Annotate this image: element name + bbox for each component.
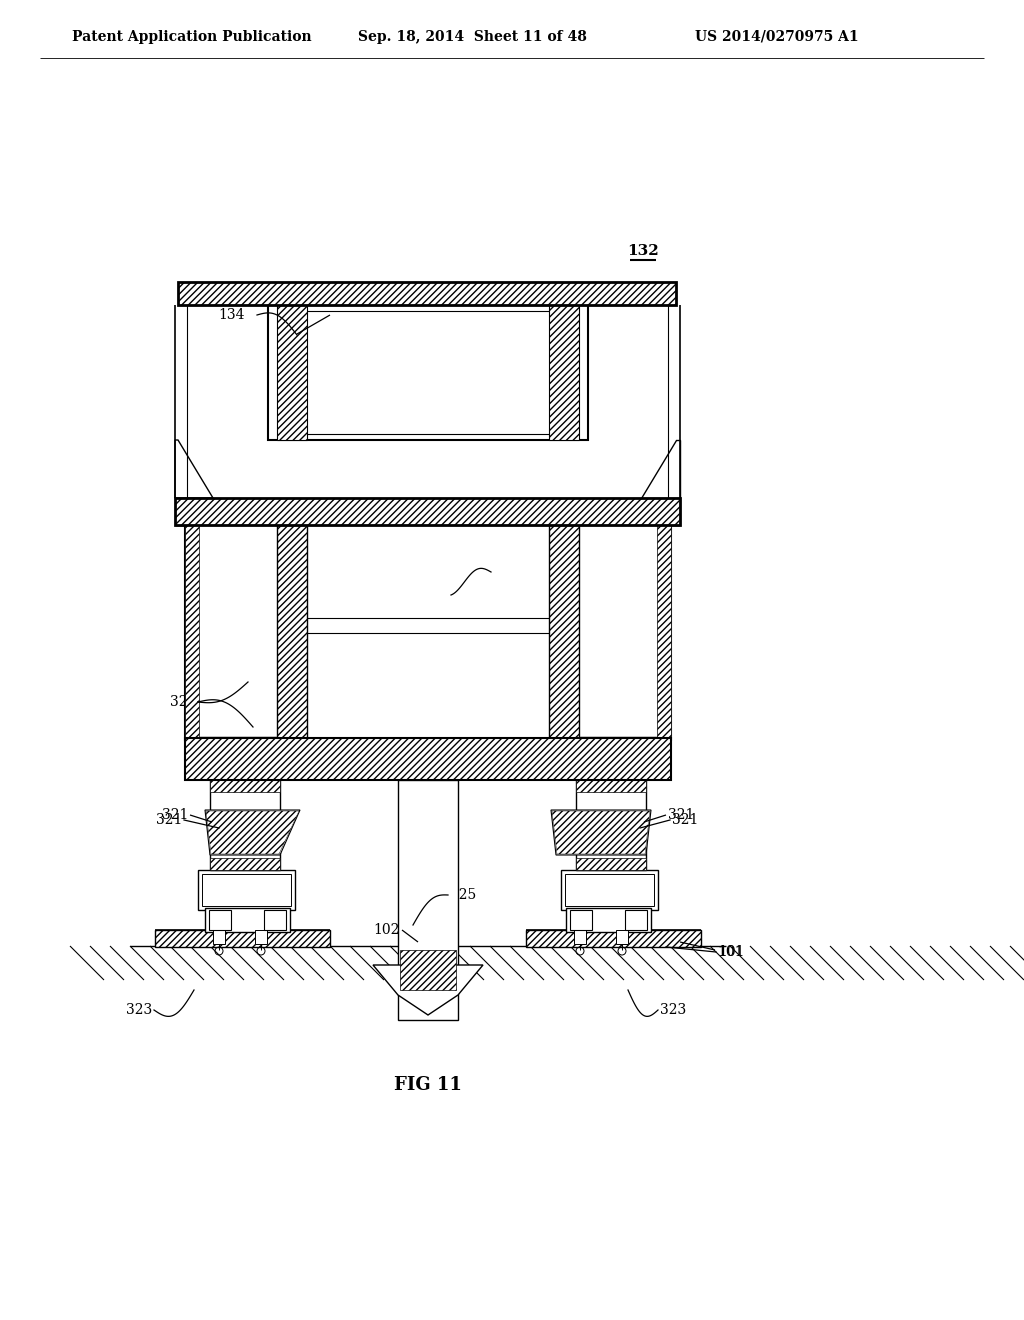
Polygon shape <box>552 810 650 854</box>
Bar <box>198 870 295 909</box>
Text: US 2014/0270975 A1: US 2014/0270975 A1 <box>695 30 859 44</box>
Text: 101: 101 <box>717 945 743 960</box>
Text: 325: 325 <box>450 888 476 902</box>
Polygon shape <box>205 810 300 855</box>
Text: 102: 102 <box>374 923 400 937</box>
Bar <box>526 931 701 946</box>
Text: 325: 325 <box>170 696 196 709</box>
Bar <box>255 931 267 944</box>
Bar <box>400 950 456 990</box>
Bar <box>210 858 280 870</box>
Text: 134: 134 <box>218 308 245 322</box>
Polygon shape <box>186 737 286 741</box>
Bar <box>278 312 578 434</box>
Bar <box>616 931 628 944</box>
Polygon shape <box>570 737 670 741</box>
Bar <box>575 780 646 870</box>
Text: 321: 321 <box>162 808 188 822</box>
Bar <box>213 931 225 944</box>
Polygon shape <box>185 738 287 741</box>
Bar <box>205 908 290 932</box>
Polygon shape <box>551 810 651 855</box>
Bar <box>278 305 307 440</box>
Bar <box>575 780 646 792</box>
Bar <box>264 909 286 931</box>
Text: 321: 321 <box>672 813 698 828</box>
Text: 101: 101 <box>718 945 744 960</box>
Polygon shape <box>641 440 680 498</box>
Text: 132: 132 <box>627 244 658 257</box>
Bar <box>130 946 726 979</box>
Text: 323: 323 <box>126 1003 152 1016</box>
Polygon shape <box>175 440 213 498</box>
Bar <box>566 908 651 932</box>
Bar <box>210 780 280 870</box>
Bar <box>278 525 307 741</box>
Text: 323: 323 <box>660 1003 686 1016</box>
Bar <box>210 780 280 792</box>
Text: 321: 321 <box>668 808 694 822</box>
Bar <box>561 870 658 909</box>
Bar <box>175 498 680 525</box>
Bar <box>268 305 588 440</box>
Bar <box>185 738 671 780</box>
Bar <box>185 525 199 741</box>
Polygon shape <box>569 738 671 741</box>
Text: 324: 324 <box>493 565 519 579</box>
Bar <box>574 931 586 944</box>
Bar <box>625 909 647 931</box>
Bar <box>549 305 579 440</box>
Bar <box>657 525 671 741</box>
Polygon shape <box>373 965 483 1015</box>
Bar <box>178 282 676 305</box>
Text: Patent Application Publication: Patent Application Publication <box>72 30 311 44</box>
Bar <box>155 931 330 946</box>
Bar <box>202 874 291 906</box>
Bar <box>209 909 231 931</box>
Bar <box>570 909 592 931</box>
Bar <box>575 858 646 870</box>
Text: FIG 11: FIG 11 <box>394 1076 462 1094</box>
Text: 321: 321 <box>156 813 182 828</box>
Polygon shape <box>206 810 299 854</box>
Bar <box>549 525 579 741</box>
Bar <box>565 874 654 906</box>
Text: Sep. 18, 2014  Sheet 11 of 48: Sep. 18, 2014 Sheet 11 of 48 <box>358 30 587 44</box>
Bar <box>185 525 671 741</box>
Bar <box>398 780 458 1020</box>
